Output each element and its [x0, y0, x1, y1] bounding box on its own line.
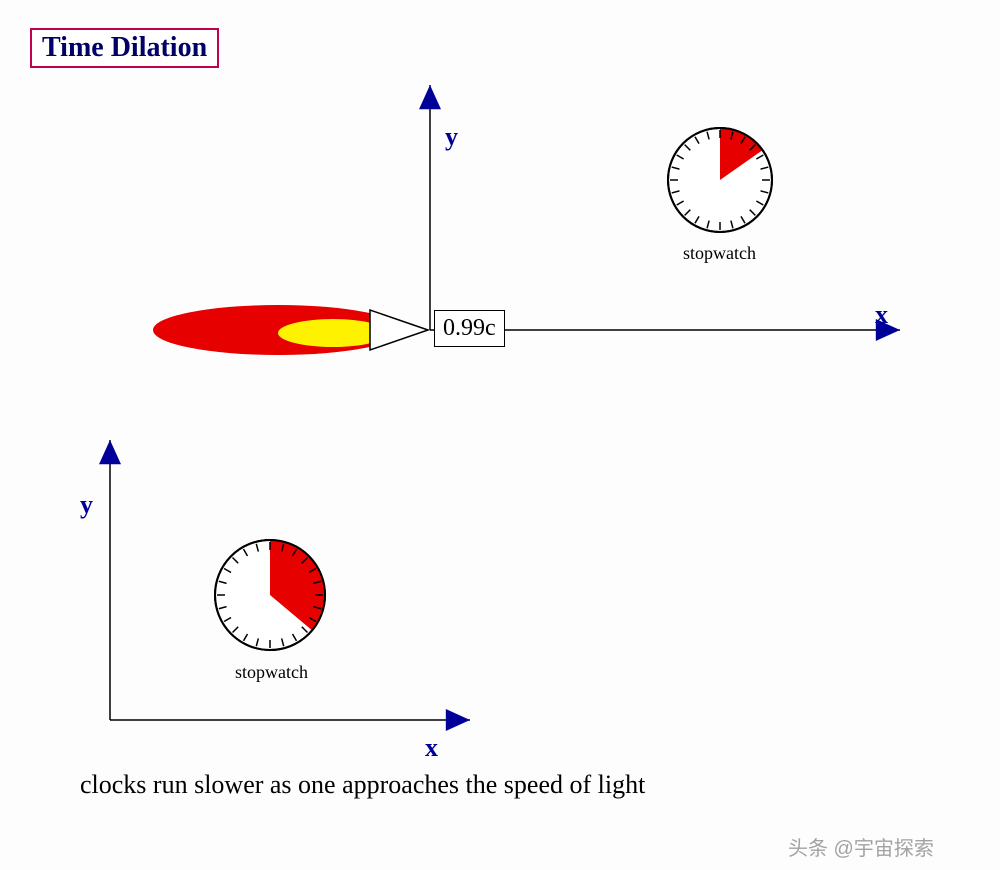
rest-y-label: y [80, 490, 93, 520]
moving-stopwatch-label: stopwatch [683, 243, 756, 264]
rest-y-arrow [99, 440, 121, 464]
rest-stopwatch-label: stopwatch [235, 662, 308, 683]
rest-x-arrow [446, 709, 470, 731]
rest-x-label: x [425, 733, 438, 763]
caption-text: clocks run slower as one approaches the … [80, 770, 645, 800]
speed-box: 0.99c [434, 310, 505, 347]
rest-stopwatch [215, 540, 325, 650]
rest-frame-svg [0, 0, 1000, 870]
watermark-text: 头条 @宇宙探索 [788, 832, 934, 861]
moving-x-label: x [875, 300, 888, 330]
moving-y-label: y [445, 122, 458, 152]
